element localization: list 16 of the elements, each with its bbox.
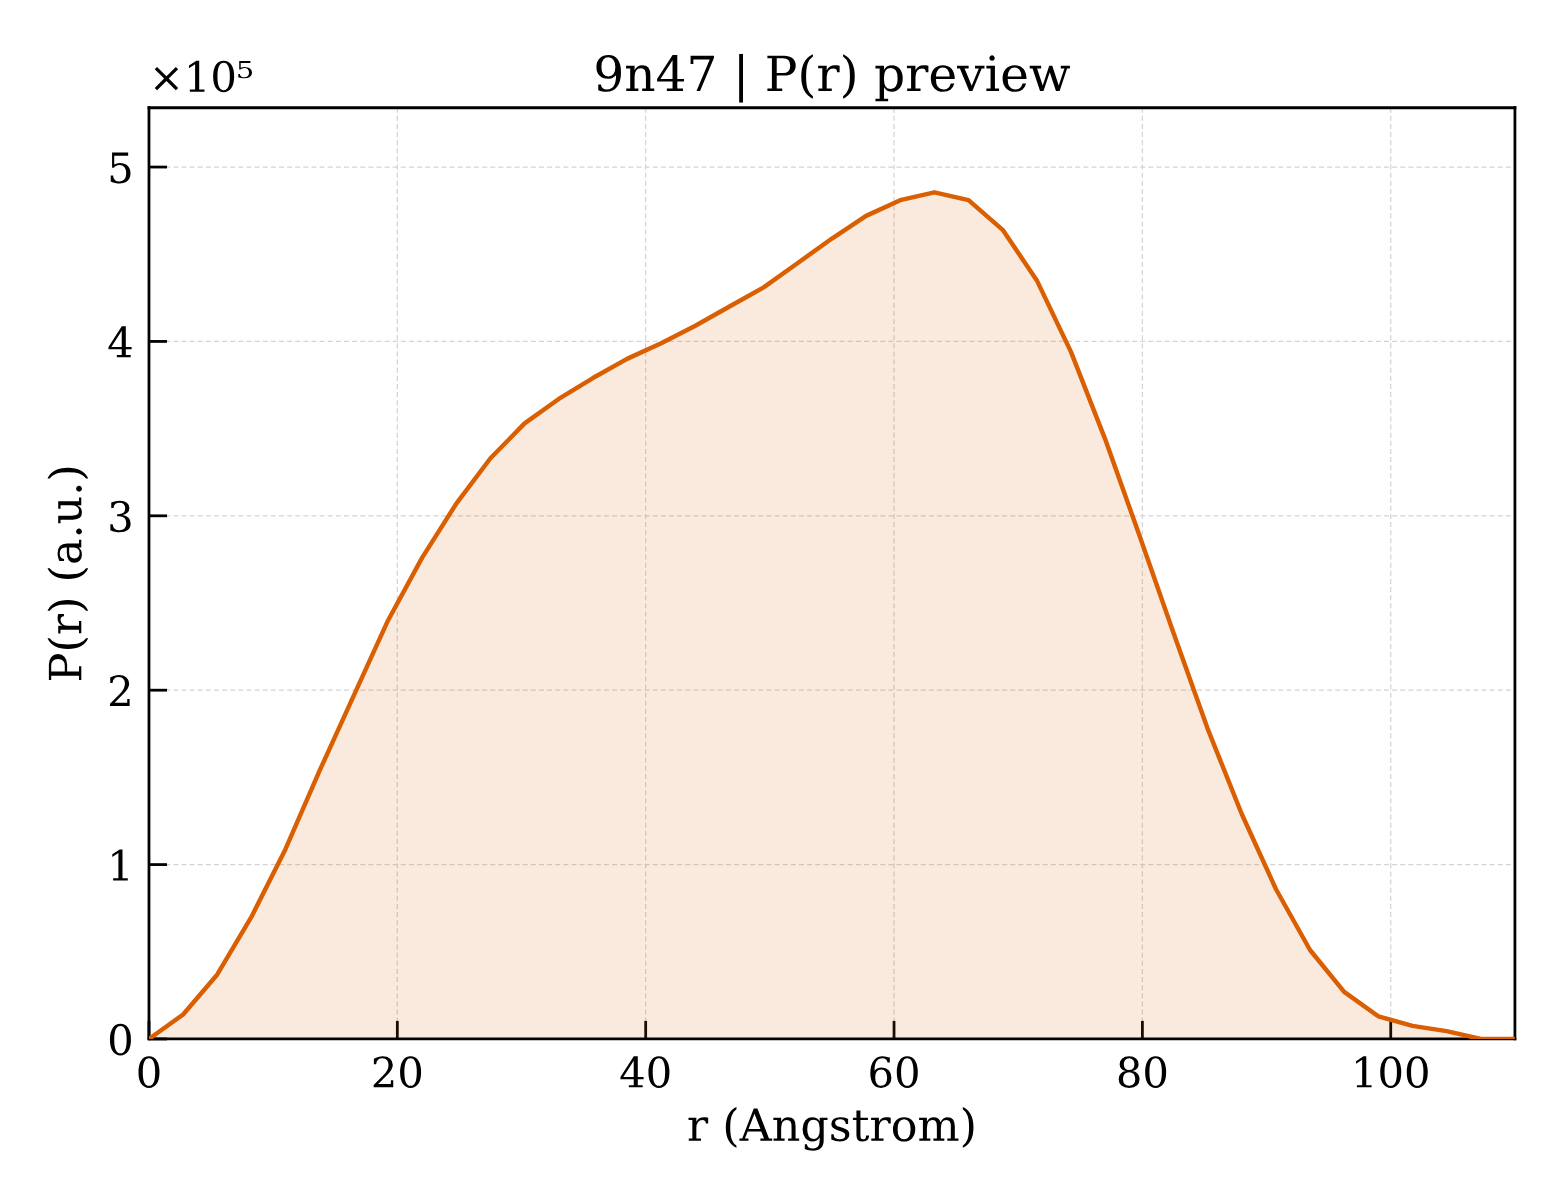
x-tick-label: 40 — [620, 1056, 670, 1088]
x-tick-label: 60 — [870, 1056, 918, 1088]
y-tick-label: 5 — [110, 152, 131, 184]
y-tick-label: 4 — [108, 326, 132, 358]
x-tick-label: 80 — [1118, 1056, 1167, 1088]
chart-title: 9n47 | P(r) preview — [596, 53, 1070, 103]
y-tick-label: 3 — [110, 500, 131, 533]
y-tick-label: 2 — [110, 675, 130, 707]
y-tick-label: 1 — [112, 849, 128, 881]
x-tick-label: 100 — [1356, 1056, 1428, 1088]
x-tick-label: 20 — [373, 1056, 422, 1088]
y-tick-label: 0 — [109, 1023, 131, 1056]
text: ×10⁵ — [154, 60, 253, 93]
x-tick-label: 0 — [138, 1056, 160, 1088]
y-axis-title: P(r) (a.u.) — [47, 467, 89, 680]
x-axis-title: r (Angstrom) — [688, 1107, 974, 1151]
